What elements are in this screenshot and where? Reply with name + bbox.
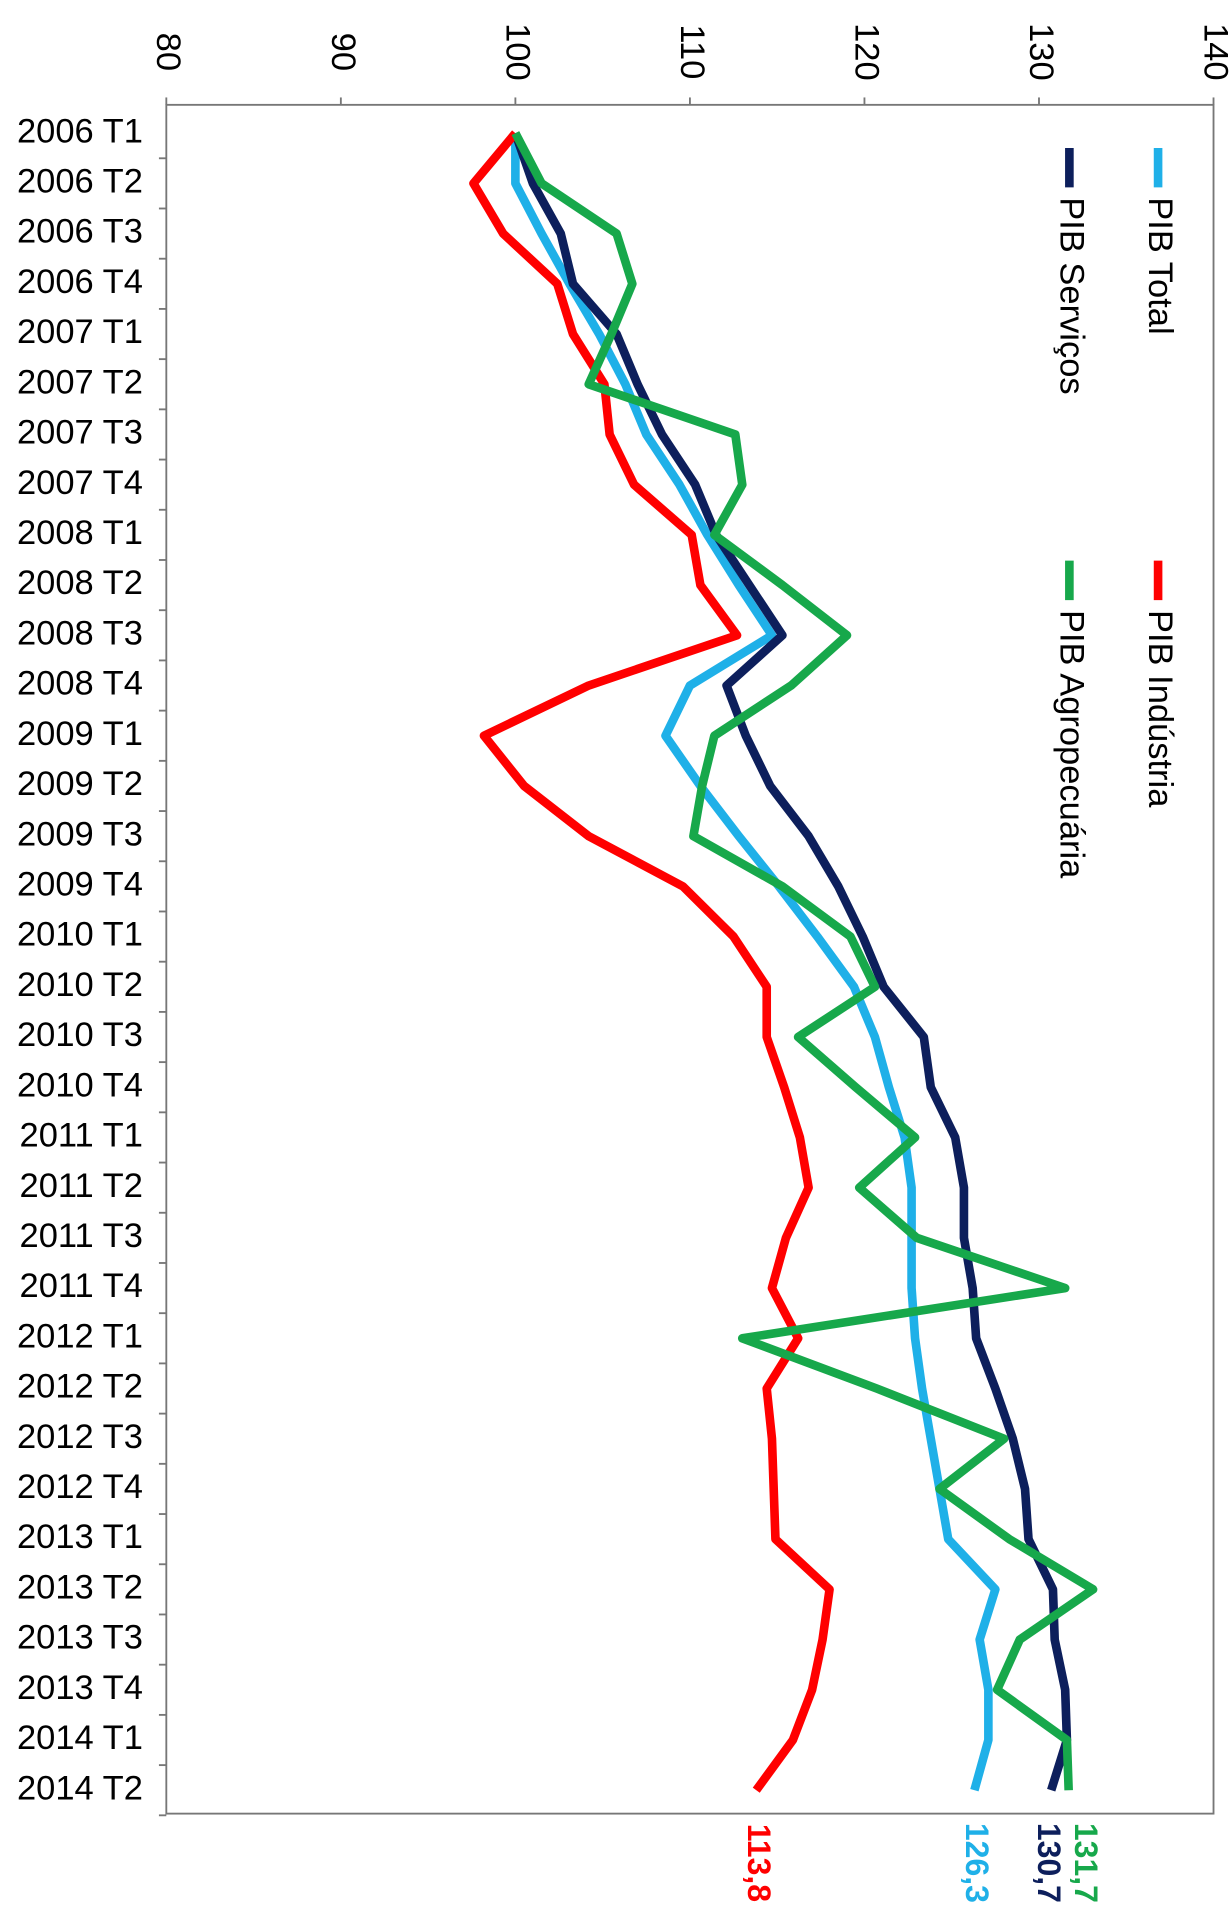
- category-label: 2010 T2: [17, 966, 143, 1004]
- category-label: 2010 T3: [17, 1016, 143, 1054]
- category-label: 2009 T1: [17, 715, 143, 753]
- category-label: 2009 T4: [17, 865, 143, 903]
- category-label: 2011 T2: [20, 1167, 143, 1205]
- category-label: 2011 T4: [20, 1267, 143, 1305]
- category-label: 2006 T3: [17, 213, 143, 251]
- value-tick-label: 140: [1196, 23, 1232, 81]
- category-label: 2014 T1: [17, 1719, 143, 1757]
- legend-label: PIB Serviços: [1052, 197, 1090, 394]
- value-tick-label: 110: [673, 24, 711, 79]
- category-label: 2014 T2: [17, 1769, 143, 1807]
- category-label: 2007 T1: [17, 313, 143, 351]
- legend-label: PIB Indústria: [1141, 610, 1179, 808]
- category-label: 2013 T4: [17, 1669, 143, 1707]
- category-label: 2013 T1: [17, 1518, 143, 1556]
- category-label: 2009 T2: [17, 765, 143, 803]
- end-label: 126,3: [959, 1823, 995, 1903]
- category-label: 2011 T1: [20, 1117, 143, 1155]
- category-label: 2009 T3: [17, 815, 143, 853]
- value-tick-label: 100: [498, 23, 536, 81]
- category-label: 2012 T2: [17, 1368, 143, 1406]
- category-label: 2012 T4: [17, 1468, 143, 1506]
- category-label: 2010 T1: [17, 916, 143, 954]
- category-label: 2011 T3: [20, 1217, 143, 1255]
- category-label: 2013 T2: [17, 1568, 143, 1606]
- category-label: 2008 T1: [17, 514, 143, 552]
- end-label: 130,7: [1031, 1823, 1067, 1903]
- series-line: [469, 130, 834, 1793]
- category-label: 2010 T4: [17, 1066, 143, 1104]
- value-tick-label: 120: [847, 23, 885, 81]
- category-label: 2012 T3: [17, 1418, 143, 1456]
- series-line: [511, 131, 1098, 1791]
- legend-label: PIB Agropecuária: [1052, 610, 1090, 879]
- category-label: 2006 T2: [17, 162, 143, 200]
- category-label: 2006 T1: [17, 112, 143, 150]
- category-label: 2007 T2: [17, 363, 143, 401]
- category-label: 2006 T4: [17, 263, 143, 301]
- end-label: 131,7: [1068, 1823, 1104, 1903]
- value-tick-label: 130: [1022, 23, 1060, 81]
- category-label: 2008 T2: [17, 564, 143, 602]
- category-label: 2012 T1: [17, 1317, 143, 1355]
- end-label: 113,8: [741, 1824, 777, 1902]
- category-label: 2008 T3: [17, 614, 143, 652]
- category-label: 2008 T4: [17, 665, 143, 703]
- value-tick-label: 90: [324, 33, 362, 71]
- series-line: [511, 133, 1000, 1792]
- category-label: 2007 T4: [17, 464, 143, 502]
- category-label: 2007 T3: [17, 414, 143, 452]
- category-label: 2013 T3: [17, 1619, 143, 1657]
- value-tick-label: 80: [149, 33, 187, 71]
- legend-label: PIB Total: [1141, 197, 1179, 334]
